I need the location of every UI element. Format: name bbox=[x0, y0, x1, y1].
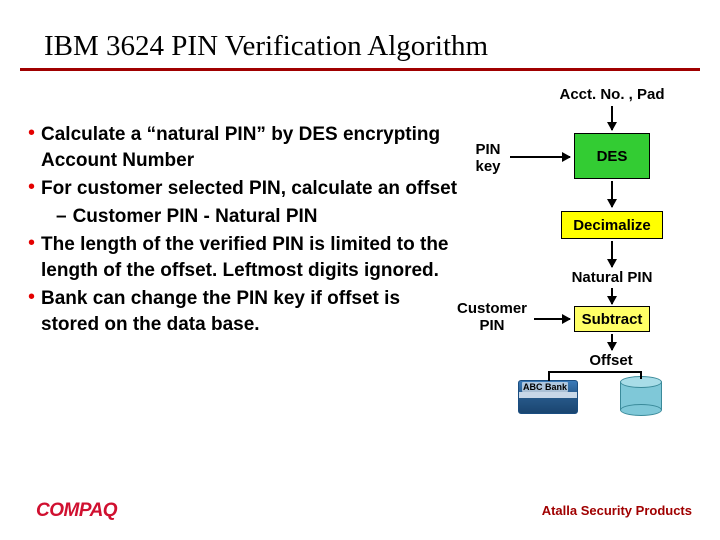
label-pin-key: PIN key bbox=[468, 141, 508, 175]
bullet-icon: • bbox=[28, 231, 35, 284]
compaq-logo: COMPAQ bbox=[36, 500, 117, 522]
arrow-icon bbox=[611, 241, 613, 267]
des-box: DES bbox=[574, 133, 650, 179]
decimalize-box: Decimalize bbox=[561, 211, 663, 239]
arrow-icon bbox=[611, 288, 613, 304]
slide-title: IBM 3624 PIN Verification Algorithm bbox=[44, 30, 488, 63]
bullet-icon: • bbox=[28, 121, 35, 174]
bullet-text: The length of the verified PIN is limite… bbox=[41, 232, 460, 284]
bullet-list: • Calculate a “natural PIN” by DES encry… bbox=[28, 122, 460, 340]
list-item: • Calculate a “natural PIN” by DES encry… bbox=[28, 122, 460, 174]
dash-icon: – bbox=[56, 204, 67, 230]
card-label: ABC Bank bbox=[522, 382, 568, 392]
arrow-icon bbox=[534, 318, 570, 320]
title-underline bbox=[20, 68, 700, 71]
label-customer-pin: Customer PIN bbox=[450, 300, 534, 334]
bullet-text: For customer selected PIN, calculate an … bbox=[41, 176, 457, 202]
bullet-text: Bank can change the PIN key if offset is… bbox=[41, 286, 460, 338]
subtract-box: Subtract bbox=[574, 306, 650, 332]
arrow-icon bbox=[611, 334, 613, 350]
arrow-icon bbox=[611, 106, 613, 130]
label-natural-pin: Natural PIN bbox=[558, 269, 666, 286]
connector-line bbox=[640, 371, 642, 379]
bullet-icon: • bbox=[28, 285, 35, 338]
bank-card-icon: ABC Bank bbox=[518, 380, 578, 414]
footer-text: Atalla Security Products bbox=[542, 503, 692, 518]
flow-diagram: Acct. No. , Pad PIN key DES Decimalize N… bbox=[460, 86, 710, 446]
database-icon bbox=[620, 376, 662, 416]
arrow-icon bbox=[510, 156, 570, 158]
label-acct-no: Acct. No. , Pad bbox=[542, 86, 682, 103]
list-item: • For customer selected PIN, calculate a… bbox=[28, 176, 460, 202]
bullet-icon: • bbox=[28, 175, 35, 202]
bullet-text: Calculate a “natural PIN” by DES encrypt… bbox=[41, 122, 460, 174]
list-item: • The length of the verified PIN is limi… bbox=[28, 232, 460, 284]
list-sub-item: – Customer PIN - Natural PIN bbox=[56, 204, 460, 230]
list-item: • Bank can change the PIN key if offset … bbox=[28, 286, 460, 338]
label-offset: Offset bbox=[580, 352, 642, 369]
sub-bullet-text: Customer PIN - Natural PIN bbox=[73, 204, 318, 230]
connector-line bbox=[548, 371, 640, 373]
arrow-icon bbox=[611, 181, 613, 207]
